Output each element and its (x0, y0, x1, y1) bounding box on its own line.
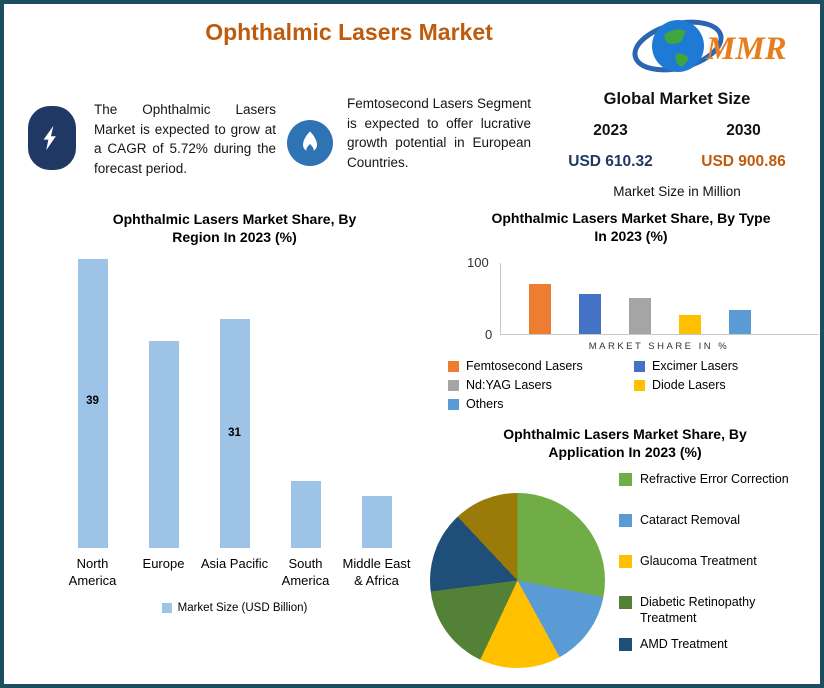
region-bars-plot: 39 31 (32, 252, 437, 549)
region-category-label: Middle East & Africa (342, 556, 411, 589)
type-legend: Femtosecond Lasers Excimer Lasers Nd:YAG L… (442, 359, 820, 416)
legend-swatch (619, 596, 632, 610)
type-legend-item: Diode Lasers (634, 378, 820, 392)
global-market-size-panel: Global Market Size 2023 2030 USD 610.32 … (544, 90, 810, 199)
segment-callout: Femtosecond Lasers Segment is expected t… (287, 94, 531, 173)
region-category-label: North America (68, 556, 117, 589)
legend-swatch (619, 555, 632, 569)
region-chart-title: Ophthalmic Lasers Market Share, By Regio… (112, 211, 357, 246)
pie (430, 493, 605, 669)
type-bar-1 (579, 294, 601, 335)
legend-swatch (619, 638, 632, 652)
mmr-logo: MMR (632, 9, 808, 83)
type-bar-3 (679, 315, 701, 335)
cagr-callout: The Ophthalmic Lasers Market is expected… (28, 100, 276, 179)
type-legend-item: Excimer Lasers (634, 359, 820, 373)
legend-label: Refractive Error Correction (640, 472, 789, 487)
legend-label: Others (466, 397, 504, 412)
type-bar-0 (529, 284, 551, 335)
segment-text: Femtosecond Lasers Segment is expected t… (347, 96, 531, 171)
year-2023: 2023 (593, 122, 628, 139)
region-bar-3 (290, 481, 321, 549)
pie-legend: Refractive Error Correction Cataract Remo… (619, 471, 811, 677)
region-legend: Market Size (USD Billion) (32, 602, 437, 614)
legend-swatch (448, 379, 459, 391)
year-2030: 2030 (726, 122, 761, 139)
legend-label: Glaucoma Treatment (640, 554, 757, 569)
pie-chart-title: Ophthalmic Lasers Market Share, By Appli… (503, 426, 747, 461)
application-pie-chart: Ophthalmic Lasers Market Share, By Appli… (428, 425, 820, 677)
pie-legend-item: Cataract Removal (619, 512, 811, 543)
region-category-label: Europe (142, 556, 185, 572)
type-bars-plot (501, 263, 819, 335)
type-bar-chart: Ophthalmic Lasers Market Share, By Type … (442, 209, 820, 416)
region-category-axis: North America Europe Asia Pacific South Ame… (32, 556, 437, 590)
legend-swatch (619, 514, 632, 528)
type-plot-area: 100 0 (467, 255, 819, 342)
globe-icon (652, 20, 704, 72)
pie-legend-item: Refractive Error Correction (619, 471, 811, 502)
globe-continent (675, 53, 689, 67)
pie-legend-item: AMD Treatment (619, 636, 811, 667)
pie-legend-item: Glaucoma Treatment (619, 553, 811, 584)
legend-swatch (634, 360, 645, 372)
legend-label: Nd:YAG Lasers (466, 378, 552, 393)
x-axis-label: MARKET SHARE IN % (588, 341, 730, 353)
pie-legend-item: Diabetic Retinopathy Treatment (619, 594, 811, 626)
type-legend-item: Others (448, 397, 634, 411)
region-category-label: South America (281, 556, 330, 589)
region-category-label: Asia Pacific (200, 556, 269, 572)
legend-label: Market Size (USD Billion) (177, 602, 308, 615)
legend-label: Diode Lasers (652, 378, 726, 393)
market-value-2023: USD 610.32 (568, 153, 653, 170)
legend-swatch (634, 379, 645, 391)
region-bar-1 (148, 341, 179, 549)
flame-icon (287, 120, 333, 166)
legend-label: Cataract Removal (640, 513, 741, 528)
legend-swatch (619, 473, 632, 487)
region-bar-2: 31 (219, 319, 250, 549)
region-bar-0: 39 (77, 259, 108, 549)
type-chart-title: Ophthalmic Lasers Market Share, By Type … (491, 210, 771, 245)
legend-swatch (448, 398, 459, 410)
legend-label: Excimer Lasers (652, 359, 739, 374)
region-bar-chart: Ophthalmic Lasers Market Share, By Regio… (32, 210, 437, 614)
page-title: Ophthalmic Lasers Market (205, 19, 493, 45)
market-value-2030: USD 900.86 (701, 153, 786, 170)
legend-label: Femtosecond Lasers (466, 359, 583, 374)
logo-text: MMR (705, 31, 787, 67)
type-bar-2 (629, 298, 651, 335)
bar-data-label: 39 (86, 395, 99, 408)
type-legend-item: Femtosecond Lasers (448, 359, 634, 373)
region-bar-4 (361, 496, 392, 549)
legend-swatch (448, 360, 459, 372)
legend-swatch (161, 603, 172, 614)
y-axis-tick-100: 100 (467, 255, 489, 271)
cagr-text: The Ophthalmic Lasers Market is expected… (94, 102, 276, 177)
type-legend-item: Nd:YAG Lasers (448, 378, 634, 392)
market-size-heading: Global Market Size (603, 90, 751, 108)
legend-label: AMD Treatment (640, 637, 728, 652)
market-size-note: Market Size in Million (613, 184, 741, 199)
type-bar-4 (729, 310, 751, 335)
bar-data-label: 31 (228, 427, 241, 439)
y-axis-tick-0: 0 (485, 327, 493, 343)
globe-continent (664, 29, 686, 44)
legend-label: Diabetic Retinopathy Treatment (640, 595, 756, 626)
lightning-icon (28, 106, 76, 170)
